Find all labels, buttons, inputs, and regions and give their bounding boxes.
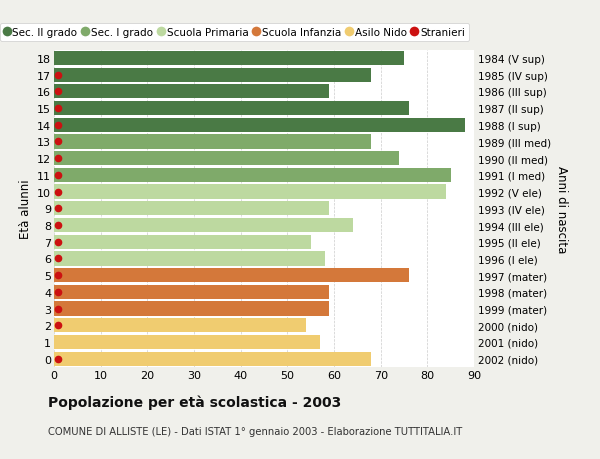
Bar [54, 68, 371, 83]
Bar [54, 218, 353, 233]
Y-axis label: Anni di nascita: Anni di nascita [555, 165, 568, 252]
Bar [54, 319, 306, 333]
Bar [54, 269, 409, 283]
Bar [54, 252, 325, 266]
Bar [54, 168, 451, 183]
Bar [54, 202, 329, 216]
Bar [54, 118, 464, 133]
Y-axis label: Età alunni: Età alunni [19, 179, 32, 239]
Bar [54, 302, 329, 316]
Text: COMUNE DI ALLISTE (LE) - Dati ISTAT 1° gennaio 2003 - Elaborazione TUTTITALIA.IT: COMUNE DI ALLISTE (LE) - Dati ISTAT 1° g… [48, 426, 462, 436]
Bar [54, 52, 404, 66]
Text: Popolazione per età scolastica - 2003: Popolazione per età scolastica - 2003 [48, 395, 341, 409]
Bar [54, 352, 371, 366]
Legend: Sec. II grado, Sec. I grado, Scuola Primaria, Scuola Infanzia, Asilo Nido, Stran: Sec. II grado, Sec. I grado, Scuola Prim… [0, 24, 469, 42]
Bar [54, 235, 311, 249]
Bar [54, 185, 446, 199]
Bar [54, 102, 409, 116]
Bar [54, 335, 320, 349]
Bar [54, 152, 400, 166]
Bar [54, 85, 329, 99]
Bar [54, 135, 371, 149]
Bar [54, 285, 329, 299]
